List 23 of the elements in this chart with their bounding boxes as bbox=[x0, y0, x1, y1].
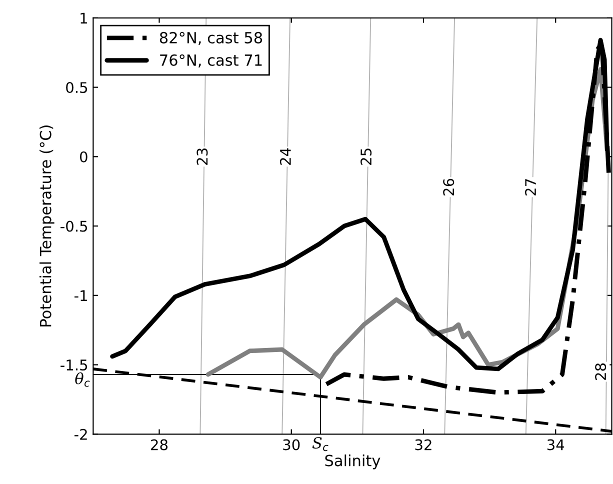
annotation: 28 bbox=[595, 363, 606, 380]
annotation: 27 bbox=[525, 179, 536, 196]
annotation: θ$_{c}$ bbox=[75, 372, 90, 387]
y-axis-title: Potential Temperature (°C) bbox=[40, 126, 54, 326]
annotation: 24 bbox=[280, 148, 291, 165]
y-tick-label: -1 bbox=[74, 290, 87, 301]
annotation: 26 bbox=[443, 178, 454, 196]
x-tick-label: 30 bbox=[283, 439, 300, 450]
y-tick-label: -2 bbox=[74, 428, 87, 440]
annotation: 25 bbox=[360, 148, 372, 165]
x-tick-label: 32 bbox=[415, 439, 432, 450]
y-tick-label: 0 bbox=[80, 151, 88, 162]
y-tick-label: -1.5 bbox=[60, 360, 88, 371]
y-tick-label: 1 bbox=[80, 12, 87, 24]
legend-label: 76°N, cast 71 bbox=[160, 54, 262, 68]
y-tick-label: 0.5 bbox=[66, 82, 88, 94]
y-tick-label: -0.5 bbox=[60, 220, 88, 232]
x-axis-title: Salinity bbox=[325, 454, 380, 470]
x-tick-label: 34 bbox=[547, 439, 564, 450]
x-tick-label: 28 bbox=[151, 439, 168, 450]
annotation: 23 bbox=[196, 148, 208, 165]
legend-label: 82°N, cast 58 bbox=[160, 32, 262, 46]
annotation: S$_{c}$ bbox=[312, 437, 328, 452]
